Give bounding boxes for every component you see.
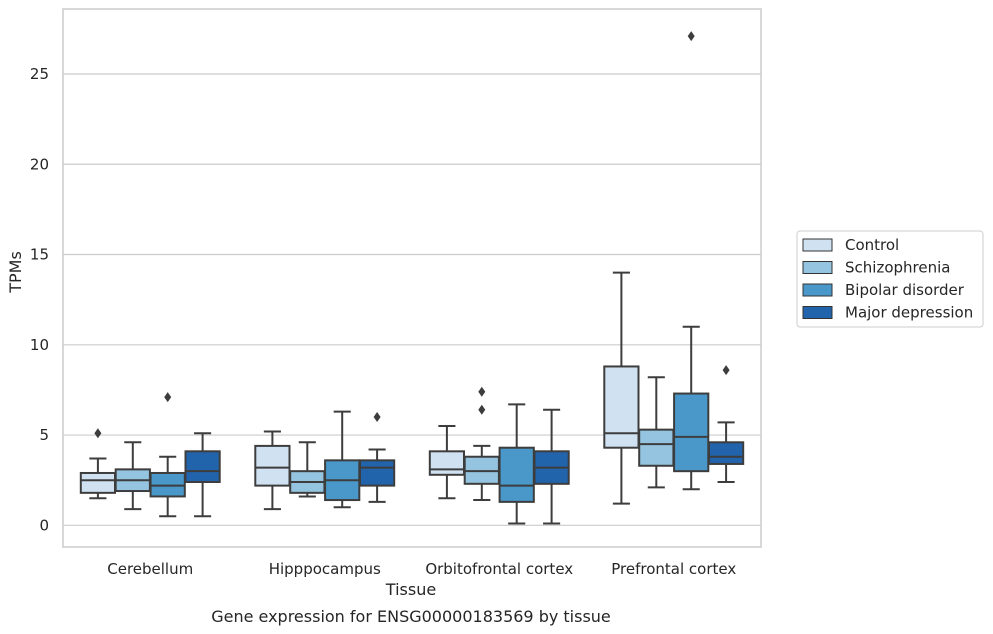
legend-label: Major depression (845, 304, 973, 322)
box-iqr (603, 365, 640, 449)
box-group (324, 410, 361, 509)
outlier-point (478, 386, 486, 397)
x-tick-label: Cerebellum (107, 560, 193, 578)
box-group (358, 412, 396, 503)
box-group (603, 271, 640, 505)
legend-swatch (802, 283, 833, 297)
y-tick-label: 15 (30, 246, 49, 264)
y-tick-label: 10 (30, 336, 49, 354)
y-tick-label: 5 (39, 426, 49, 444)
box-layer (79, 31, 745, 525)
box-iqr (358, 459, 396, 487)
outlier-point (722, 365, 730, 376)
y-tick-label: 0 (39, 516, 49, 534)
box-group (533, 408, 570, 525)
box-group (673, 31, 710, 491)
y-tick-label: 25 (30, 65, 49, 83)
legend-swatch (802, 238, 833, 252)
legend-swatch (802, 306, 833, 319)
x-tick-label: Orbitofrontal cortex (425, 560, 573, 578)
box-group (184, 432, 221, 518)
box-iqr (707, 441, 745, 465)
box-iqr (498, 446, 535, 503)
outlier-point (164, 392, 172, 403)
box-group (638, 376, 675, 489)
legend-label: Schizophrenia (845, 259, 950, 277)
legend-swatch (802, 261, 833, 274)
frame-layer (62, 8, 762, 548)
y-axis-label: TPMs (6, 251, 25, 294)
box-iqr (79, 471, 117, 494)
box-iqr (638, 428, 675, 467)
box-iqr (254, 444, 291, 487)
box-iqr (673, 392, 710, 473)
outlier-point (478, 404, 486, 415)
chart-caption: Gene expression for ENSG00000183569 by t… (211, 607, 611, 626)
y-tick-label: 20 (30, 155, 49, 173)
grid-layer (63, 9, 761, 547)
x-tick-label: Hipppocampus (269, 560, 381, 578)
box-group (463, 386, 500, 502)
x-tick-label: Prefrontal cortex (611, 560, 736, 578)
plot-frame (62, 8, 762, 548)
box-group (498, 403, 535, 525)
outlier-point (687, 31, 695, 42)
box-iqr (184, 450, 221, 484)
box-iqr (428, 450, 466, 476)
tick-layer: 0 5 10 15 20 25 Cerebellum Hipppocampus Orbitofr… (30, 65, 736, 578)
x-axis-label: Tissue (385, 580, 436, 599)
outlier-point (94, 428, 102, 439)
outlier-point (373, 412, 381, 423)
legend-frame (796, 230, 984, 328)
box-group (707, 365, 745, 484)
box-group (254, 430, 291, 511)
box-group (428, 425, 466, 500)
legend-label: Control (845, 236, 899, 254)
legend: Control Schizophrenia Bipolar disorder Majo… (796, 230, 984, 328)
box-group (149, 392, 186, 518)
legend-label: Bipolar disorder (845, 281, 965, 299)
box-group (79, 428, 117, 500)
legend-items: Control Schizophrenia Bipolar disorder Majo… (802, 236, 973, 322)
